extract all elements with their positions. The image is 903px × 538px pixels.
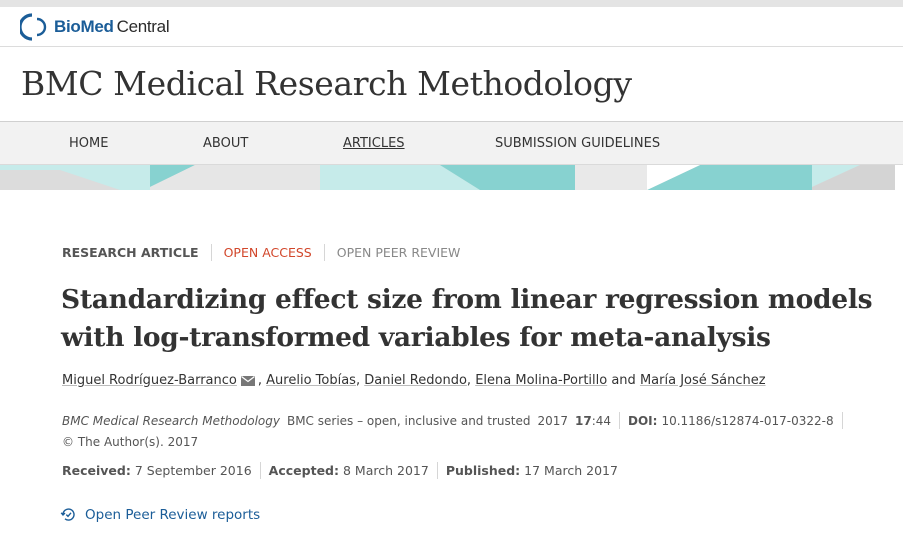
- doi-value[interactable]: 10.1186/s12874-017-0322-8: [661, 413, 834, 428]
- divider: [841, 412, 843, 429]
- author-link[interactable]: Aurelio Tobías: [266, 373, 356, 388]
- citation-series: BMC series – open, inclusive and trusted: [286, 413, 531, 428]
- main-nav: HOME ABOUT ARTICLES SUBMISSION GUIDELINE…: [0, 122, 903, 165]
- divider: [259, 462, 261, 479]
- citation-article-number: :44: [591, 413, 612, 428]
- author-link[interactable]: Daniel Redondo: [364, 373, 467, 388]
- author-separator: ,: [466, 373, 472, 388]
- author-link[interactable]: María José Sánchez: [639, 373, 766, 388]
- open-access-label[interactable]: OPEN ACCESS: [224, 244, 325, 261]
- citation-journal[interactable]: BMC Medical Research Methodology: [62, 413, 280, 428]
- author-list: Miguel Rodríguez-Barranco , Aurelio Tobí…: [62, 373, 766, 388]
- logo-text: BioMed Central: [54, 17, 170, 37]
- journal-title[interactable]: BMC Medical Research Methodology: [21, 64, 632, 103]
- received-date: 7 September 2016: [134, 463, 252, 478]
- accepted-label: Accepted:: [268, 463, 339, 478]
- article-type-label: RESEARCH ARTICLE: [62, 244, 212, 261]
- published-label: Published:: [445, 463, 521, 478]
- received-label: Received:: [62, 463, 131, 478]
- biomed-central-logo[interactable]: BioMed Central: [20, 13, 170, 41]
- article-title: Standardizing effect size from linear re…: [61, 284, 873, 353]
- nav-articles[interactable]: ARTICLES: [343, 136, 405, 151]
- email-icon[interactable]: [240, 375, 255, 386]
- author-separator: ,: [355, 373, 361, 388]
- doi-label: DOI:: [628, 413, 658, 428]
- open-peer-review-label[interactable]: OPEN PEER REVIEW: [336, 245, 461, 260]
- author-separator-and: and: [611, 373, 636, 388]
- decorative-band: [0, 165, 903, 190]
- open-peer-review-reports-text[interactable]: Open Peer Review reports: [85, 506, 261, 523]
- citation-volume: 17: [575, 413, 592, 428]
- publication-dates: Received: 7 September 2016 Accepted: 8 M…: [62, 462, 618, 479]
- biomed-central-logo-mark-icon: [20, 13, 47, 41]
- citation-line: BMC Medical Research Methodology BMC ser…: [62, 412, 851, 429]
- copyright: © The Author(s). 2017: [62, 435, 199, 449]
- logo-central: Central: [116, 17, 170, 36]
- accepted-date: 8 March 2017: [343, 463, 429, 478]
- author-link[interactable]: Elena Molina-Portillo: [475, 373, 608, 388]
- open-peer-review-reports-link[interactable]: Open Peer Review reports: [60, 506, 260, 523]
- logo-biomed: BioMed: [54, 17, 114, 36]
- journal-header: BMC Medical Research Methodology: [0, 47, 903, 122]
- author-link[interactable]: Miguel Rodríguez-Barranco: [62, 373, 237, 388]
- author-separator: ,: [257, 373, 263, 388]
- top-strip: [0, 0, 903, 7]
- divider: [436, 462, 438, 479]
- divider: [619, 412, 621, 429]
- nav-submission-guidelines[interactable]: SUBMISSION GUIDELINES: [495, 136, 661, 151]
- article-labels: RESEARCH ARTICLE OPEN ACCESS OPEN PEER R…: [62, 244, 460, 261]
- publisher-bar: BioMed Central: [0, 7, 903, 47]
- citation-year: 2017: [537, 413, 568, 428]
- nav-about[interactable]: ABOUT: [203, 136, 249, 151]
- peer-review-cycle-icon: [60, 508, 75, 521]
- nav-home[interactable]: HOME: [69, 136, 109, 151]
- published-date: 17 March 2017: [524, 463, 618, 478]
